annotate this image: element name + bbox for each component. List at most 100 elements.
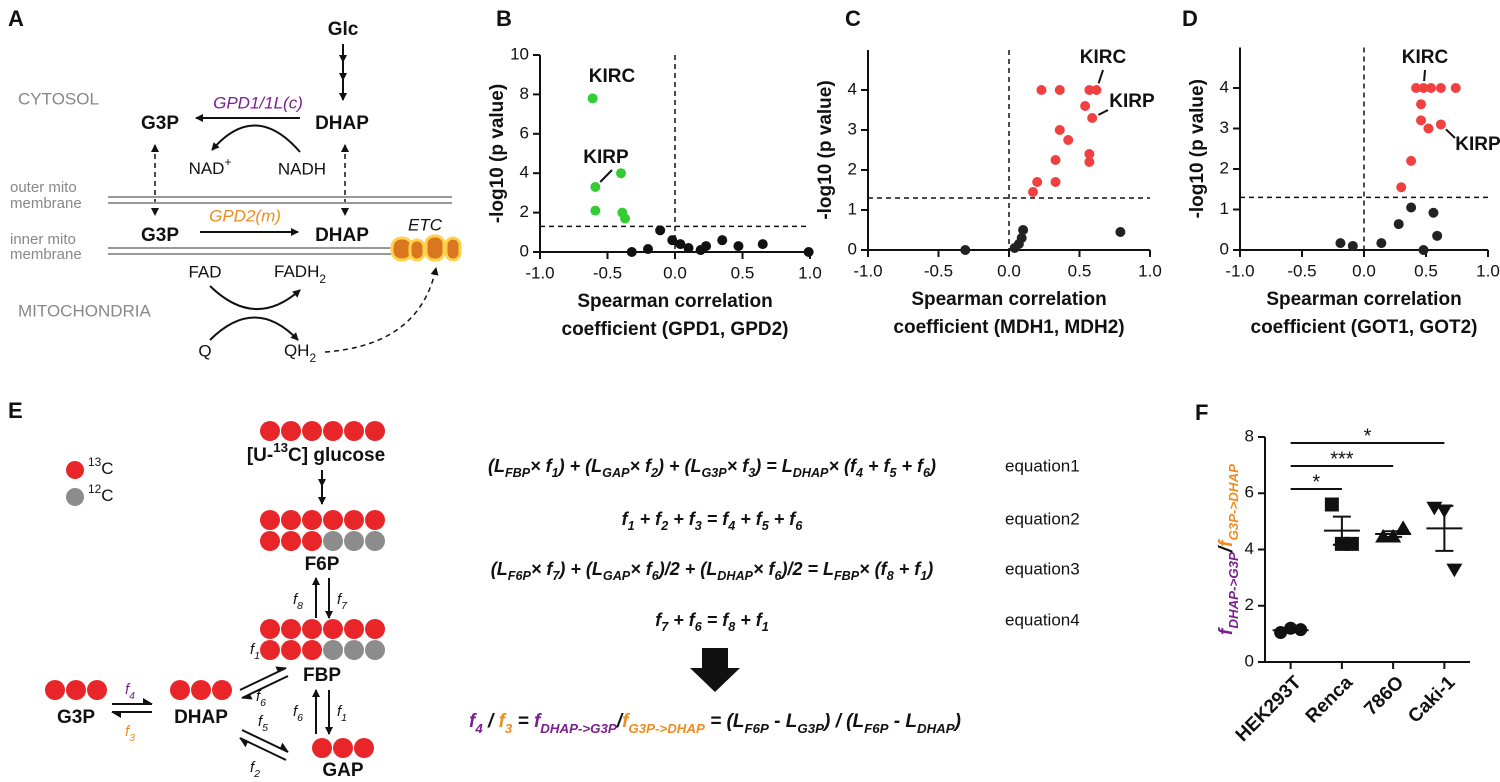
subscript: 7: [341, 600, 348, 612]
annotation: KIRC: [1402, 47, 1449, 68]
text-part: + f: [668, 509, 697, 529]
flux-label: f4: [125, 681, 135, 702]
cofactor: QH2: [284, 341, 317, 365]
text-part: f: [337, 703, 343, 720]
x-axis-label: coefficient (GOT1, GOT2): [1251, 317, 1478, 338]
leader-line: [1097, 69, 1104, 84]
leader-line: [1423, 69, 1426, 82]
subscript: 6: [297, 712, 303, 724]
panel-a: Glc CYTOSOL GPD1/1L(c) G3P DHAP NAD+ NAD…: [10, 19, 462, 365]
point: [1054, 125, 1065, 135]
text-part: ) + (L: [656, 456, 702, 476]
equation: f1 + f2 + f3 = f4 + f5 + f6: [622, 509, 804, 534]
compartment: MITOCHONDRIA: [18, 301, 152, 320]
chart: 0 1 2 3 4 -1.0 -0.5 0.0 0.5 1.0 KIRC KIRP -log10 (p …: [815, 47, 1162, 338]
subscript: 6: [923, 466, 931, 480]
metabolite: DHAP: [174, 707, 228, 728]
point: [1435, 83, 1446, 93]
text-part: - L: [888, 711, 917, 732]
subscript: G3P: [702, 466, 728, 480]
subscript: 5: [762, 519, 770, 533]
subscript: 8: [887, 569, 894, 583]
carbon-atom: [170, 680, 190, 700]
etc-complex: [390, 234, 462, 262]
equation-name: equation3: [1005, 559, 1080, 578]
point: [1375, 528, 1392, 543]
point: [1446, 563, 1463, 578]
x-tick-label: 1.0: [1138, 261, 1162, 280]
subscript: 1: [628, 519, 635, 533]
point: [667, 235, 678, 246]
point: [1418, 245, 1429, 255]
carbon-atom: [344, 640, 364, 660]
significance-label: *: [1364, 425, 1372, 447]
text-part: ): [928, 456, 936, 476]
carbon-atom: [302, 619, 322, 639]
y-tick-label: 4: [1245, 539, 1254, 558]
subscript: FBP: [505, 466, 531, 480]
subscript: 5: [889, 466, 897, 480]
carbon-atom: [260, 510, 280, 530]
text-part: f: [534, 711, 542, 732]
text-part: = f: [702, 509, 731, 529]
y-tick-label: 2: [1220, 158, 1229, 177]
text-part: QH: [284, 341, 310, 360]
superscript: +: [224, 155, 231, 169]
text-part: ) + (L: [557, 456, 603, 476]
subscript: 6: [695, 620, 703, 634]
text-part: + f: [769, 509, 798, 529]
x-tick-label: 786O: [1360, 672, 1408, 720]
text-part: × f: [531, 559, 555, 579]
x-tick-label: 0.0: [663, 263, 687, 282]
point: [1036, 85, 1047, 95]
carbon-atom: [281, 421, 301, 441]
x-tick-label: -0.5: [924, 261, 953, 280]
text-part: f: [1216, 627, 1237, 635]
carbon-atom: [323, 421, 343, 441]
x-tick-label: -0.5: [593, 263, 622, 282]
point: [1416, 99, 1427, 110]
x-axis-label: Spearman correlation: [911, 289, 1106, 310]
y-tick-label: 0: [1220, 239, 1229, 258]
text-part: × f: [727, 456, 751, 476]
metabolite: F6P: [305, 554, 340, 575]
panel-label: F: [1195, 400, 1208, 425]
subscript: 4: [129, 690, 135, 702]
point: [1347, 240, 1358, 251]
x-axis-label: coefficient (GPD1, GPD2): [562, 319, 789, 340]
subscript: 2: [660, 519, 668, 533]
x-tick-label: 0.5: [731, 263, 755, 282]
point: [960, 245, 971, 255]
carbon-atom: [260, 421, 280, 441]
subscript: DHAP->G3P: [1226, 552, 1241, 629]
text-part: = (L: [705, 711, 745, 732]
subscript: 2: [650, 466, 658, 480]
carbon-atom: [66, 680, 86, 700]
point: [1428, 207, 1439, 218]
carbon-atom: [260, 640, 280, 660]
point: [1054, 85, 1065, 95]
metabolite: G3P: [141, 225, 179, 246]
carbon-atom: [281, 531, 301, 551]
subscript: 8: [297, 600, 303, 612]
point: [675, 239, 686, 250]
arrow: [209, 285, 301, 311]
carbon-atom: [281, 640, 301, 660]
flux-label: f1: [337, 703, 347, 724]
error-bar: [1384, 530, 1403, 538]
text-part: )/2 = L: [779, 559, 834, 579]
text-part: f: [258, 713, 264, 730]
equation-name: equation2: [1005, 509, 1080, 528]
carbon-atom: [260, 531, 280, 551]
subscript: 2: [309, 351, 316, 365]
point: [1050, 177, 1061, 187]
text-part: f: [256, 688, 262, 705]
text-part: ) = L: [753, 456, 793, 476]
point: [1115, 227, 1126, 237]
carbon-atom: [344, 531, 364, 551]
metabolite: GAP: [322, 760, 364, 781]
metabolite: DHAP: [315, 113, 369, 134]
carbon-atom: [45, 680, 65, 700]
subscript: DHAP: [717, 569, 753, 583]
panel-label: B: [496, 6, 512, 31]
